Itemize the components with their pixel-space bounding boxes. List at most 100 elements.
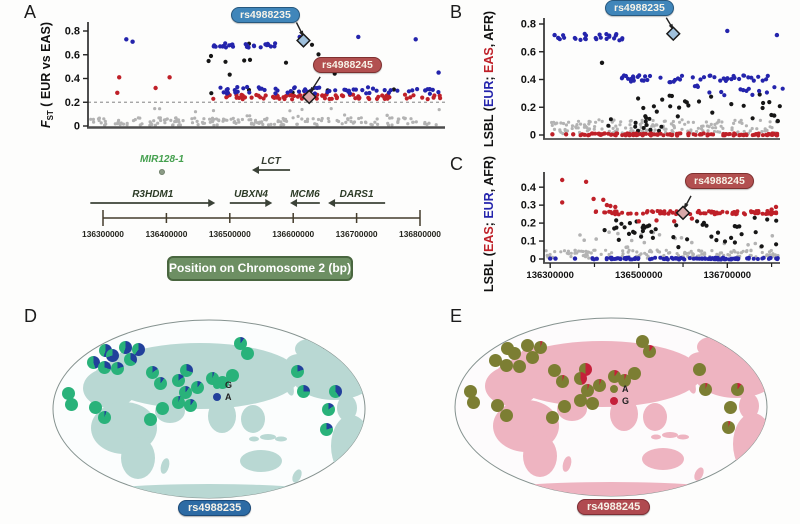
data-point	[600, 127, 604, 131]
data-point	[309, 42, 315, 47]
data-point	[661, 133, 666, 138]
data-point	[640, 118, 644, 122]
data-point	[415, 87, 420, 92]
data-point	[708, 73, 713, 78]
data-point	[229, 117, 233, 121]
data-point	[633, 120, 638, 125]
data-point	[572, 256, 578, 261]
data-point	[597, 118, 601, 122]
data-point	[436, 90, 441, 95]
data-point	[712, 212, 717, 217]
data-point	[288, 89, 293, 94]
data-point	[552, 32, 557, 38]
data-point	[683, 122, 687, 126]
data-point	[626, 255, 631, 260]
data-point	[138, 123, 142, 127]
data-point	[722, 239, 728, 244]
data-point	[666, 211, 671, 216]
data-point	[600, 119, 604, 123]
map-landmass	[275, 436, 287, 442]
data-point	[638, 122, 642, 126]
data-point	[767, 100, 772, 105]
data-point	[329, 107, 333, 111]
data-point	[174, 119, 178, 124]
data-point	[651, 104, 656, 109]
allele-frequency-pie	[321, 402, 335, 416]
data-point	[607, 209, 612, 214]
y-axis-label-part: ;	[482, 218, 496, 227]
data-point	[281, 116, 285, 121]
data-point	[163, 121, 167, 125]
data-point	[273, 91, 278, 96]
rs4988235-callout-panel-b: rs4988235	[605, 0, 674, 16]
map-landmass	[337, 395, 357, 421]
data-point	[637, 73, 642, 78]
data-point	[353, 96, 358, 101]
data-point	[594, 256, 599, 261]
data-point	[718, 78, 723, 83]
highlight-snp-diamond-marker	[675, 205, 691, 221]
data-point	[584, 255, 588, 259]
data-point	[746, 86, 751, 91]
data-point	[404, 96, 409, 101]
data-point	[713, 255, 718, 260]
data-point	[152, 119, 156, 123]
data-point	[643, 114, 648, 119]
data-point	[734, 211, 739, 216]
data-point	[339, 93, 344, 98]
data-point	[550, 120, 554, 125]
data-point	[209, 91, 214, 96]
data-point	[408, 95, 413, 100]
data-point	[695, 210, 700, 215]
data-point	[257, 121, 261, 125]
data-point	[713, 122, 717, 127]
data-point	[552, 127, 557, 131]
map-landmass	[686, 374, 696, 394]
data-point	[103, 119, 107, 123]
data-point	[604, 248, 608, 252]
y-axis-label-part: EUR	[482, 80, 496, 108]
data-point	[423, 120, 427, 125]
data-point	[582, 31, 587, 36]
data-point	[374, 88, 379, 93]
data-point	[423, 88, 428, 93]
data-point	[565, 129, 569, 133]
data-point	[249, 95, 254, 100]
data-point	[705, 133, 710, 138]
data-point	[346, 88, 351, 93]
data-point	[375, 117, 379, 121]
data-point	[364, 91, 369, 96]
data-point	[729, 257, 734, 262]
data-point	[391, 87, 396, 92]
legend-allele-dot	[610, 397, 618, 405]
allele-frequency-pie	[319, 422, 333, 436]
data-point	[333, 93, 338, 98]
data-point	[671, 235, 676, 240]
data-point	[626, 231, 632, 236]
data-point	[569, 251, 573, 255]
data-point	[704, 223, 709, 228]
data-point	[739, 251, 743, 255]
y-axis-tick-label: 0.1	[521, 236, 536, 248]
panel-a-scatter-plot: 0 0.2 0.4 0.6 0.8	[65, 22, 445, 133]
map-landmass	[241, 405, 265, 433]
data-point	[235, 85, 240, 90]
data-point	[629, 126, 633, 130]
data-point	[411, 120, 415, 124]
data-point	[631, 249, 635, 253]
data-point	[300, 107, 304, 112]
data-point	[269, 122, 273, 126]
data-point	[373, 120, 377, 124]
panel-a-y-axis-label: FST ( EUR vs EAS)	[39, 22, 55, 128]
data-point	[699, 127, 704, 131]
data-point	[695, 129, 699, 134]
position-axis-title-badge: Position on Chromosome 2 (bp)	[167, 256, 353, 281]
data-point	[616, 212, 621, 217]
data-point	[333, 88, 338, 93]
data-point	[597, 32, 602, 37]
position-axis-tick-label: 136500000	[209, 229, 251, 239]
data-point	[751, 210, 756, 214]
data-point	[775, 118, 780, 124]
data-point	[712, 129, 717, 134]
data-point	[550, 132, 555, 137]
